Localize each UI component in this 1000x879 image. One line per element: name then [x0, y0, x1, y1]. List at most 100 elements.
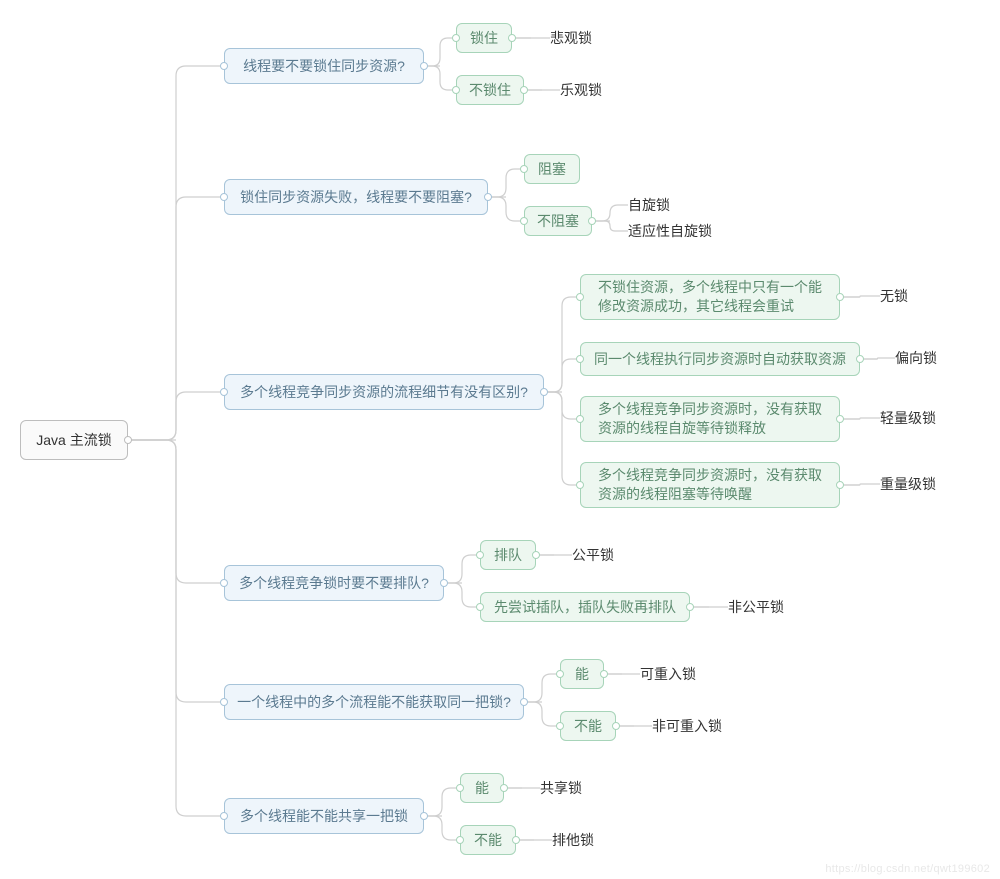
leaf-l52: 非可重入锁: [652, 716, 722, 736]
node-a11: 锁住: [456, 23, 512, 53]
node-root: Java 主流锁: [20, 420, 128, 460]
node-a22: 不阻塞: [524, 206, 592, 236]
connector-edge: [544, 359, 580, 392]
connector-edge: [128, 197, 224, 440]
connector-port: [836, 481, 844, 489]
node-a32: 同一个线程执行同步资源时自动获取资源: [580, 342, 860, 376]
mindmap-canvas: https://blog.csdn.net/qwt199602 Java 主流锁…: [0, 0, 1000, 879]
connector-edge: [840, 484, 880, 485]
leaf-l31: 无锁: [880, 286, 908, 306]
connector-port: [440, 579, 448, 587]
leaf-l33: 轻量级锁: [880, 408, 936, 428]
leaf-l221: 自旋锁: [628, 195, 670, 215]
connector-edge: [592, 205, 628, 221]
connector-port: [540, 388, 548, 396]
connector-edge: [424, 788, 460, 816]
connector-port: [686, 603, 694, 611]
connector-port: [220, 698, 228, 706]
node-a61: 能: [460, 773, 504, 803]
connector-port: [420, 62, 428, 70]
connector-port: [476, 551, 484, 559]
connector-port: [520, 165, 528, 173]
connector-port: [452, 34, 460, 42]
leaf-l11: 悲观锁: [550, 28, 592, 48]
node-q1: 线程要不要锁住同步资源?: [224, 48, 424, 84]
node-a34: 多个线程竞争同步资源时，没有获取 资源的线程阻塞等待唤醒: [580, 462, 840, 508]
connector-edge: [424, 816, 460, 840]
connector-port: [588, 217, 596, 225]
connector-port: [576, 481, 584, 489]
connector-edge: [840, 296, 880, 297]
connector-port: [456, 784, 464, 792]
node-q4: 多个线程竞争锁时要不要排队?: [224, 565, 444, 601]
node-a31: 不锁住资源，多个线程中只有一个能 修改资源成功，其它线程会重试: [580, 274, 840, 320]
connector-port: [452, 86, 460, 94]
connector-edge: [128, 440, 224, 816]
watermark: https://blog.csdn.net/qwt199602: [825, 863, 990, 875]
leaf-l32: 偏向锁: [895, 348, 937, 368]
connector-port: [836, 293, 844, 301]
connector-port: [512, 836, 520, 844]
node-a51: 能: [560, 659, 604, 689]
connector-edge: [444, 555, 480, 583]
connector-port: [576, 415, 584, 423]
connector-edge: [544, 392, 580, 419]
connector-edge: [544, 392, 580, 485]
leaf-l62: 排他锁: [552, 830, 594, 850]
node-a12: 不锁住: [456, 75, 524, 105]
connector-edge: [544, 297, 580, 392]
node-q3: 多个线程竞争同步资源的流程细节有没有区别?: [224, 374, 544, 410]
connector-edge: [524, 702, 560, 726]
connector-port: [556, 670, 564, 678]
connector-port: [556, 722, 564, 730]
connector-edge: [524, 674, 560, 702]
connector-port: [576, 355, 584, 363]
node-a41: 排队: [480, 540, 536, 570]
connector-edge: [424, 66, 456, 90]
connector-port: [600, 670, 608, 678]
connector-port: [420, 812, 428, 820]
connector-port: [220, 193, 228, 201]
node-a42: 先尝试插队，插队失败再排队: [480, 592, 690, 622]
leaf-l34: 重量级锁: [880, 474, 936, 494]
leaf-l41: 公平锁: [572, 545, 614, 565]
connector-port: [576, 293, 584, 301]
connector-port: [456, 836, 464, 844]
connector-port: [220, 812, 228, 820]
connector-edge: [860, 358, 895, 359]
connector-port: [220, 62, 228, 70]
leaf-l42: 非公平锁: [728, 597, 784, 617]
connector-edge: [128, 392, 224, 440]
connector-port: [520, 86, 528, 94]
leaf-l51: 可重入锁: [640, 664, 696, 684]
node-q6: 多个线程能不能共享一把锁: [224, 798, 424, 834]
connector-port: [476, 603, 484, 611]
connector-port: [508, 34, 516, 42]
node-q2: 锁住同步资源失败，线程要不要阻塞?: [224, 179, 488, 215]
leaf-l12: 乐观锁: [560, 80, 602, 100]
connector-edge: [424, 38, 456, 66]
leaf-l222: 适应性自旋锁: [628, 221, 712, 241]
connector-edge: [840, 418, 880, 419]
connector-port: [856, 355, 864, 363]
connector-edge: [128, 66, 224, 440]
node-a62: 不能: [460, 825, 516, 855]
connector-port: [532, 551, 540, 559]
leaf-l61: 共享锁: [540, 778, 582, 798]
node-a33: 多个线程竞争同步资源时，没有获取 资源的线程自旋等待锁释放: [580, 396, 840, 442]
connector-port: [484, 193, 492, 201]
connector-edge: [128, 440, 224, 583]
connector-edge: [128, 440, 224, 702]
node-a52: 不能: [560, 711, 616, 741]
connector-port: [124, 436, 132, 444]
connector-port: [220, 579, 228, 587]
connector-port: [520, 698, 528, 706]
node-q5: 一个线程中的多个流程能不能获取同一把锁?: [224, 684, 524, 720]
connector-edge: [592, 221, 628, 231]
node-a21: 阻塞: [524, 154, 580, 184]
connector-edge: [444, 583, 480, 607]
connector-port: [520, 217, 528, 225]
connector-port: [500, 784, 508, 792]
connector-port: [612, 722, 620, 730]
connector-layer: [0, 0, 1000, 879]
